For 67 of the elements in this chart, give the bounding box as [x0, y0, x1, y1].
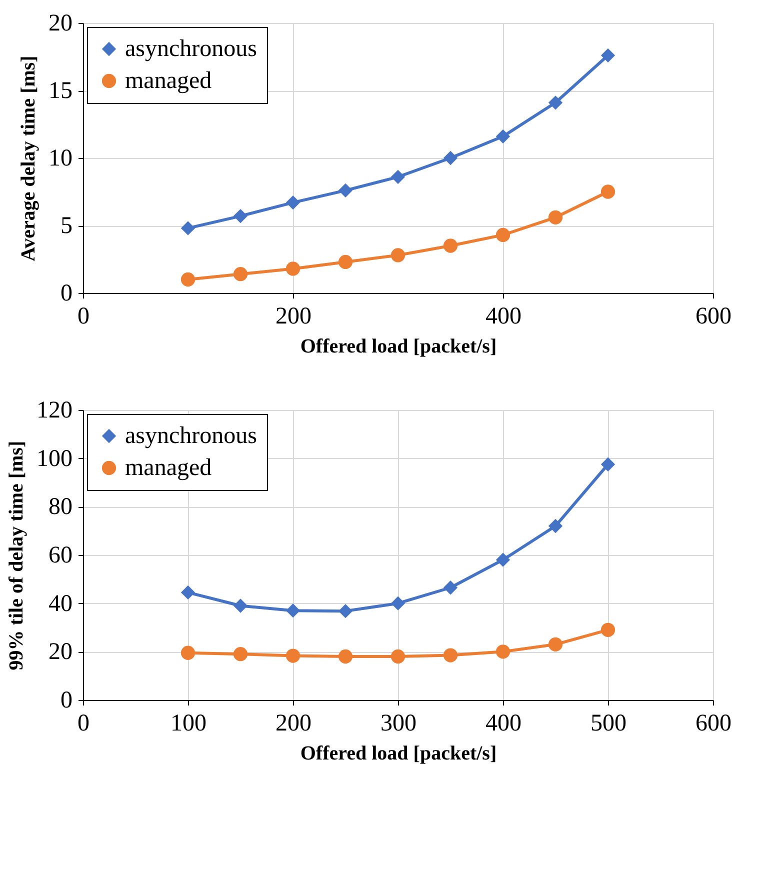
- point: [338, 254, 353, 270]
- y-tick-label: 0: [60, 280, 72, 306]
- point: [443, 238, 458, 253]
- point: [233, 598, 248, 613]
- y-tick-label: 5: [60, 213, 72, 239]
- point: [338, 183, 353, 198]
- y-tick-label: 80: [48, 494, 72, 520]
- point: [443, 648, 458, 662]
- x-tick-label: 0: [78, 304, 90, 330]
- x-tick-label: 200: [276, 710, 312, 736]
- legend-label: managed: [125, 455, 212, 481]
- x-tick-label: 0: [78, 710, 90, 736]
- legend-label: asynchronous: [125, 36, 257, 62]
- y-axis-title: Average delay time [ms]: [18, 56, 40, 262]
- y-tick-label: 60: [48, 542, 72, 568]
- point: [286, 604, 300, 618]
- y-axis-title: 99% tile of delay time [ms]: [6, 440, 28, 670]
- x-tick-label: 500: [590, 710, 626, 736]
- y-tick-label: 15: [48, 78, 72, 104]
- point: [390, 170, 406, 184]
- point: [443, 580, 458, 595]
- y-tick-label: 100: [36, 446, 72, 472]
- point: [548, 518, 563, 534]
- point: [180, 585, 196, 600]
- point: [496, 129, 510, 144]
- point: [338, 604, 353, 618]
- point: [286, 262, 300, 276]
- point: [390, 248, 406, 262]
- x-tick-label: 100: [170, 710, 206, 736]
- point: [496, 552, 510, 567]
- legend-label: managed: [125, 68, 212, 94]
- point: [443, 150, 458, 166]
- point: [233, 208, 248, 224]
- x-tick-label: 400: [486, 304, 522, 330]
- point: [233, 267, 248, 282]
- point: [600, 48, 616, 62]
- point: [180, 646, 196, 660]
- point: [180, 272, 196, 287]
- x-tick-label: 400: [486, 710, 522, 736]
- point: [496, 644, 510, 659]
- y-tick-label: 10: [48, 146, 72, 172]
- point: [548, 637, 563, 652]
- x-tick-label: 600: [696, 710, 732, 736]
- point: [180, 221, 196, 236]
- point: [496, 228, 510, 242]
- point: [286, 648, 300, 663]
- point: [600, 457, 616, 472]
- y-tick-label: 40: [48, 590, 72, 617]
- point: [286, 195, 300, 210]
- point: [548, 210, 563, 224]
- point: [390, 596, 406, 610]
- x-tick-label: 300: [380, 710, 416, 736]
- y-tick-label: 120: [36, 398, 72, 424]
- y-tick-label: 0: [60, 688, 72, 714]
- x-axis-title: Offered load [packet/s]: [300, 742, 497, 764]
- x-tick-label: 200: [276, 304, 312, 330]
- y-tick-label: 20: [48, 639, 72, 666]
- x-tick-label: 600: [696, 304, 732, 330]
- legend-label: asynchronous: [125, 423, 257, 449]
- point: [338, 649, 353, 664]
- y-tick-label: 20: [48, 10, 72, 36]
- point: [600, 184, 616, 199]
- point: [548, 96, 563, 110]
- point: [233, 647, 248, 662]
- point: [600, 622, 616, 637]
- x-axis-title: Offered load [packet/s]: [300, 336, 497, 358]
- point: [390, 649, 406, 664]
